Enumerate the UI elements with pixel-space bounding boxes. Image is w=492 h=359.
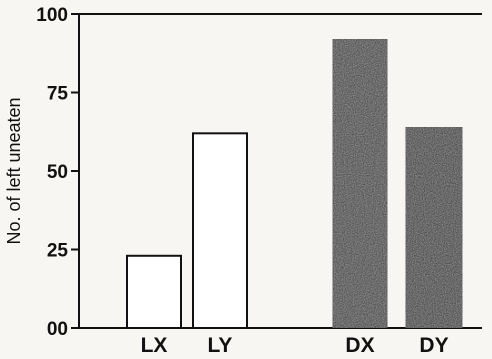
category-labels: LX LY DX DY <box>141 334 449 357</box>
y-axis-title: No. of left uneaten <box>4 97 24 244</box>
y-tick-label: 75 <box>47 84 69 105</box>
bar-ly <box>192 132 248 329</box>
y-tick-label: 100 <box>36 5 68 26</box>
y-tick-label: 25 <box>47 241 69 262</box>
y-axis-ticks: 00 25 50 75 100 <box>36 5 79 340</box>
y-tick-label: 50 <box>47 162 68 183</box>
x-category-label-dx: DX <box>345 334 374 357</box>
x-category-label-dy: DY <box>419 334 448 357</box>
y-tick-label: 00 <box>47 319 68 340</box>
x-category-label-ly: LY <box>208 334 233 357</box>
x-category-label-lx: LX <box>141 334 168 357</box>
bar-dy <box>404 126 464 330</box>
bar-dx <box>331 38 389 330</box>
bars-group <box>126 38 464 330</box>
bar-lx <box>126 254 182 329</box>
